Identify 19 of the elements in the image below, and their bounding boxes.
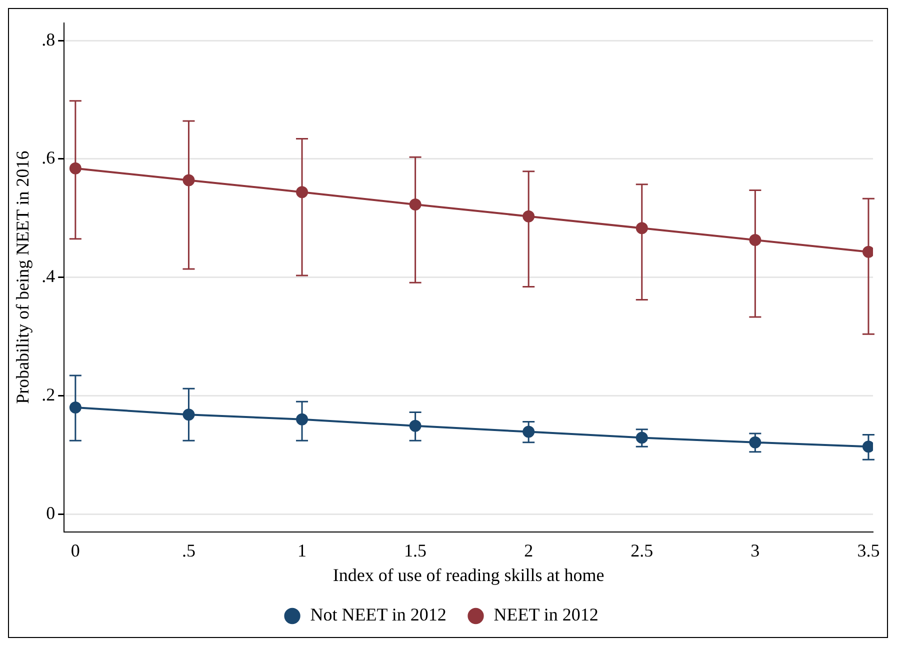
y-tick-label: .2 [42, 384, 56, 404]
point [862, 246, 873, 258]
x-axis-title: Index of use of reading skills at home [332, 564, 604, 585]
y-tick-label: .8 [42, 29, 56, 50]
y-tick-label: .6 [42, 148, 56, 168]
x-tick-label: 0 [70, 540, 80, 560]
y-tick-label: .4 [42, 266, 56, 286]
x-tick-label: 2 [524, 540, 534, 560]
x-tick-label: 2.5 [630, 540, 654, 560]
y-tick-label: 0 [46, 502, 56, 523]
point [862, 440, 873, 453]
legend-label: Not NEET in 2012 [310, 604, 446, 625]
x-tick-label: 1.5 [404, 540, 427, 560]
x-tick-label: 3 [750, 540, 760, 560]
legend-label: NEET in 2012 [494, 604, 598, 625]
y-axis-title: Probability of being NEET in 2016 [12, 150, 33, 404]
x-tick-label: 1 [298, 540, 307, 560]
x-tick-label: 3.5 [857, 540, 880, 560]
x-tick-label: .5 [182, 540, 196, 560]
